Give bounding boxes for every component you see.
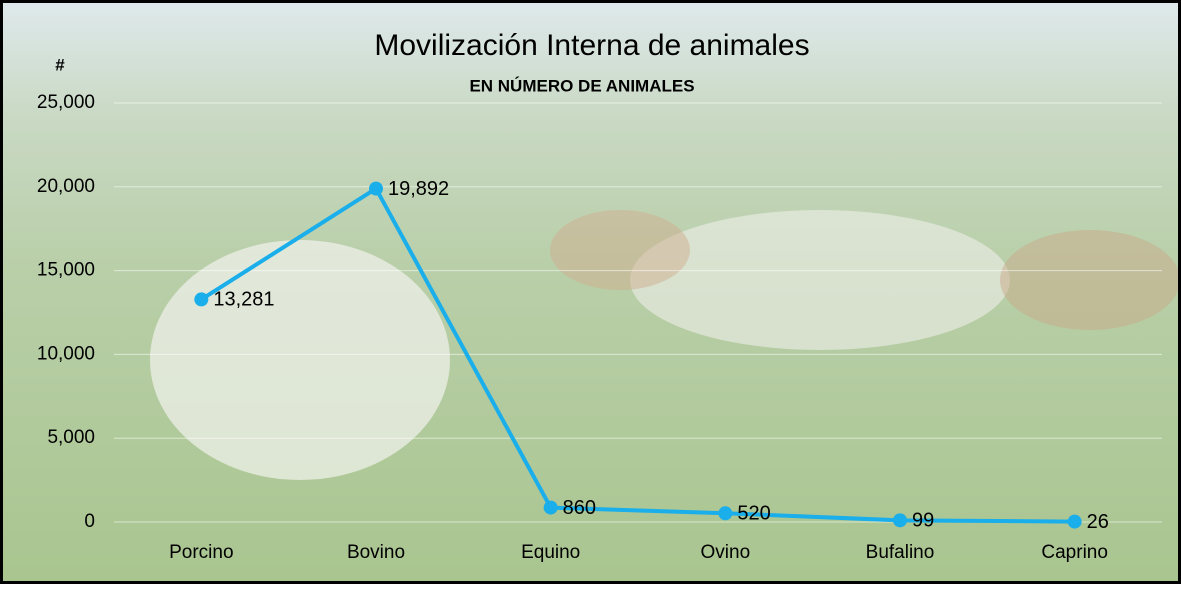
x-tick-label: Bufalino: [866, 542, 935, 563]
marker: [369, 182, 383, 196]
chart: Movilización Interna de animales EN NÚME…: [0, 0, 1181, 584]
data-label: 26: [1087, 511, 1109, 533]
data-label: 520: [737, 503, 770, 525]
x-tick-label: Ovino: [701, 542, 751, 563]
marker: [194, 292, 208, 306]
chart-title: Movilización Interna de animales: [374, 29, 809, 62]
x-tick-label: Porcino: [169, 542, 233, 563]
background-shape: [550, 210, 690, 290]
y-tick-label: 25,000: [37, 92, 95, 113]
background-shape: [1000, 230, 1180, 330]
background-shape: [150, 240, 450, 480]
y-axis-label: #: [55, 55, 65, 74]
x-tick-label: Equino: [521, 542, 580, 563]
data-label: 13,281: [213, 289, 274, 311]
y-tick-label: 10,000: [37, 343, 95, 364]
data-label: 99: [912, 510, 934, 532]
marker: [544, 501, 558, 515]
y-tick-label: 20,000: [37, 176, 95, 197]
page: Movilización Interna de animales EN NÚME…: [0, 0, 1181, 584]
marker: [718, 506, 732, 520]
y-tick-label: 5,000: [47, 427, 95, 448]
y-tick-label: 15,000: [37, 260, 95, 281]
data-label: 860: [563, 497, 596, 519]
chart-subtitle: EN NÚMERO DE ANIMALES: [469, 76, 694, 95]
x-tick-label: Bovino: [347, 542, 405, 563]
background-shape: [630, 210, 1010, 350]
y-tick-label: 0: [84, 511, 95, 532]
marker: [1068, 515, 1082, 529]
marker: [893, 513, 907, 527]
data-label: 19,892: [388, 178, 449, 200]
x-tick-label: Caprino: [1041, 542, 1108, 563]
